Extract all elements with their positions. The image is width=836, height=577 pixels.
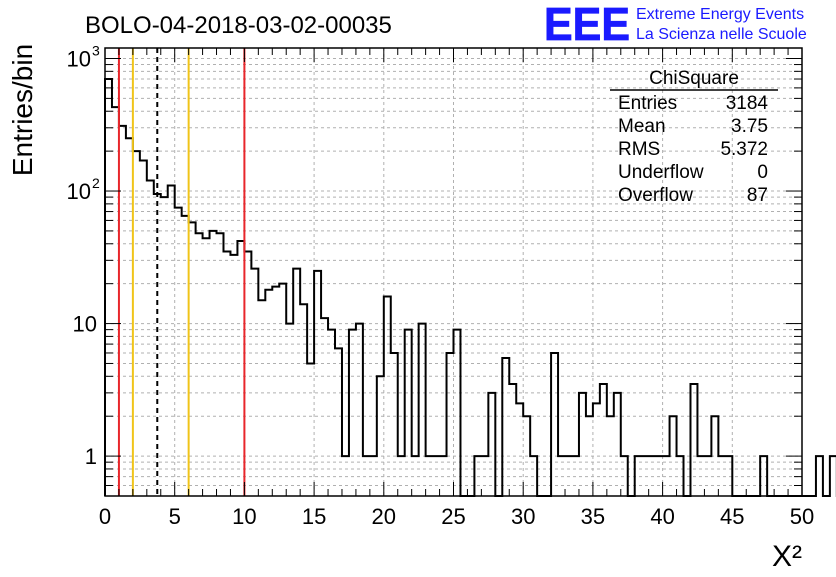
org-name-line1: Extreme Energy Events: [636, 6, 804, 23]
stats-label: Entries: [618, 93, 677, 114]
histogram: [104, 78, 836, 497]
stats-value: 3184: [726, 93, 769, 114]
x-tick-label: 0: [99, 504, 111, 529]
stats-title: ChiSquare: [649, 68, 739, 89]
stats-label: Mean: [618, 116, 666, 137]
stats-box: ChiSquare Entries 3184 Mean 3.75 RMS 5.372 Und…: [610, 68, 778, 206]
x-tick-label: 10: [232, 504, 256, 529]
stats-value: 5.372: [720, 139, 768, 160]
x-tick-label: 50: [790, 504, 814, 529]
logo-text: EEE: [544, 0, 630, 50]
x-axis-label: X²: [772, 540, 802, 572]
histogram-outline: [104, 78, 836, 497]
x-tick-label: 30: [511, 504, 535, 529]
y-tick-label: 10: [73, 312, 97, 337]
stats-value: 3.75: [731, 116, 768, 137]
org-name-line2: La Scienza nelle Scuole: [636, 26, 807, 43]
stats-label: Underflow: [618, 162, 704, 183]
y-axis-label: Entries/bin: [7, 44, 38, 176]
x-tick-label: 45: [720, 504, 744, 529]
stats-label: RMS: [618, 139, 660, 160]
chart-title: BOLO-04-2018-03-02-00035: [85, 12, 392, 39]
stats-value: 87: [747, 185, 768, 206]
x-tick-label: 35: [581, 504, 605, 529]
y-tick-label: 10: [67, 179, 91, 204]
x-tick-label: 15: [302, 504, 326, 529]
x-tick-label: 40: [650, 504, 674, 529]
eee-logo: EEE Extreme Energy Events La Scienza nel…: [544, 0, 807, 50]
vertical-markers: [117, 48, 246, 496]
x-tick-label: 25: [441, 504, 465, 529]
x-tick-label: 5: [169, 504, 181, 529]
y-tick-label: 10: [67, 46, 91, 71]
x-tick-label: 20: [372, 504, 396, 529]
y-tick-label: 1: [85, 444, 97, 469]
stats-label: Overflow: [618, 185, 693, 206]
y-tick-exponent: 3: [92, 42, 100, 58]
y-tick-exponent: 2: [92, 175, 100, 191]
stats-value: 0: [757, 162, 768, 183]
